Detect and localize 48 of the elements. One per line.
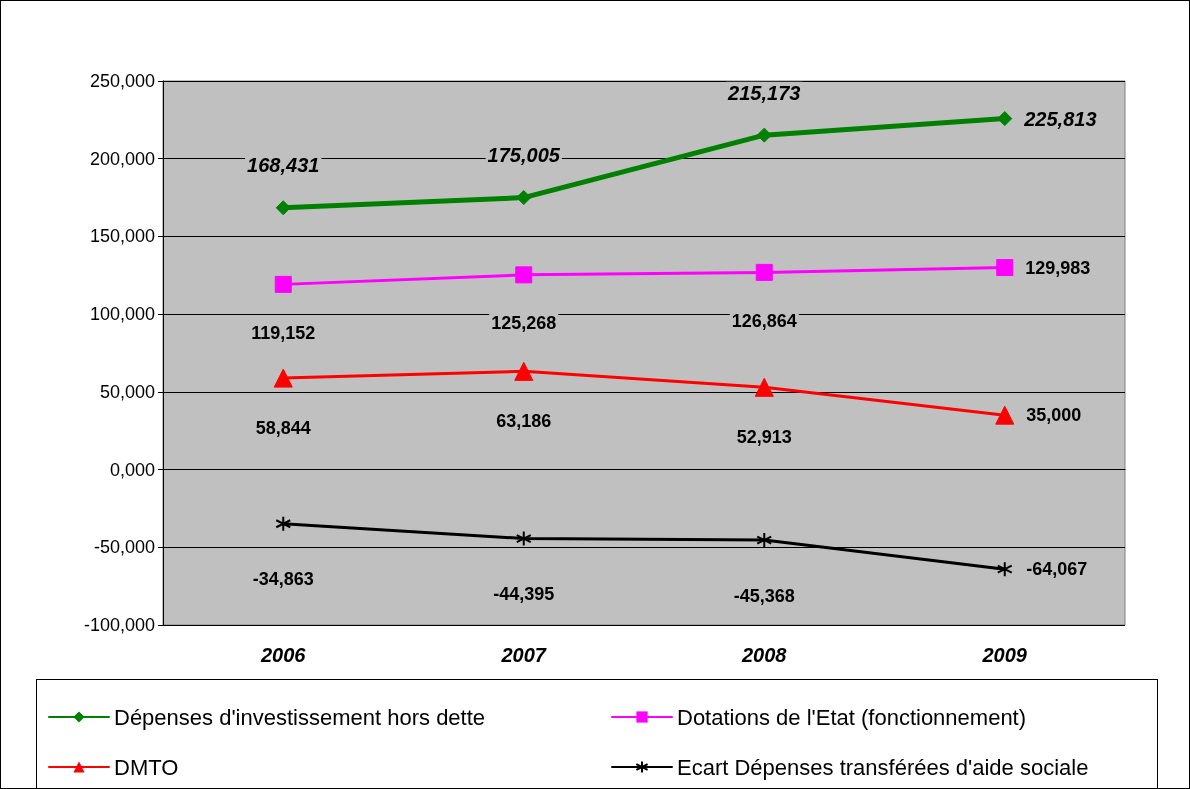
data-label: -34,863 [252,569,314,590]
point [995,405,1015,425]
data-label: 52,913 [736,426,792,447]
legend-label: Ecart Dépenses transférées d'aide sociale [677,754,1089,780]
data-label: 119,152 [251,322,316,343]
point [515,530,532,547]
y-tick-label: 150,000 [89,226,155,247]
data-label: 35,000 [1026,405,1082,426]
data-label: 126,864 [731,310,797,331]
point [516,190,532,206]
legend-label: Dotations de l'Etat (fonctionnement) [677,704,1027,730]
y-tick-label: -50,000 [93,537,155,558]
data-label: -44,395 [493,584,555,605]
point [756,127,772,143]
data-label: 125,268 [491,313,557,334]
data-label: 129,983 [1025,257,1091,278]
y-tick-label: 200,000 [89,148,155,169]
point [997,111,1013,127]
x-tick-label: 2009 [981,644,1028,666]
data-label: 225,813 [1023,107,1097,130]
point [756,532,773,549]
point [275,515,292,532]
point [515,266,533,284]
y-tick-label: 250,000 [89,71,155,91]
data-label: 175,005 [487,144,561,167]
point [514,361,534,381]
point [273,368,293,388]
point [755,263,773,281]
x-tick-label: 2007 [500,644,547,666]
data-label: -64,067 [1026,559,1088,580]
point [996,561,1013,578]
x-tick-label: 2008 [741,644,788,666]
data-label: 215,173 [727,81,801,104]
y-tick-label: 0,000 [109,459,155,480]
point [754,377,774,397]
data-label: 58,844 [255,417,311,438]
point [996,259,1014,277]
point [275,200,291,216]
data-label: -45,368 [733,585,795,606]
y-tick-label: -100,000 [83,615,155,635]
y-tick-label: 100,000 [89,304,155,325]
point [274,275,292,293]
y-tick-label: 50,000 [99,381,155,402]
legend-label: Dépenses d'investissement hors dette [114,704,486,730]
data-label: 168,431 [247,154,320,177]
legend-label: DMTO [114,754,179,780]
x-tick-label: 2006 [260,644,307,666]
data-label: 63,186 [496,410,552,431]
